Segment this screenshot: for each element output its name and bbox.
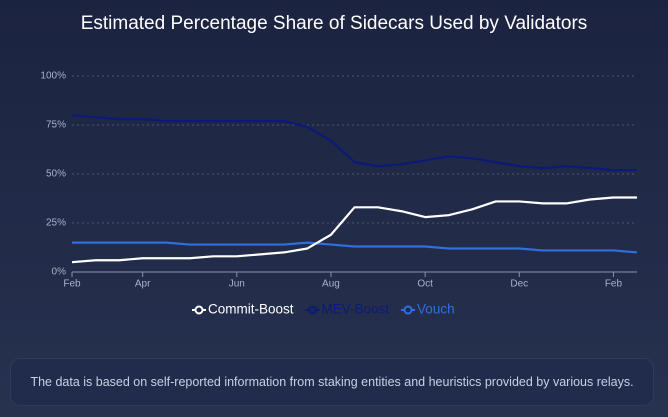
legend-icon-dot xyxy=(308,305,318,315)
x-tick-label: Aug xyxy=(322,279,340,290)
y-tick-label: 100% xyxy=(40,71,66,82)
y-tick-label: 0% xyxy=(52,267,67,278)
y-tick-label: 50% xyxy=(46,169,66,180)
series-line xyxy=(72,241,638,254)
legend-label: MEV-Boost xyxy=(322,302,390,317)
x-tick-label: Feb xyxy=(63,279,81,290)
series-line xyxy=(71,114,637,172)
chart: Estimated Percentage Share of Sidecars U… xyxy=(40,13,638,317)
legend-icon-dot xyxy=(403,305,413,315)
footnote: The data is based on self-reported infor… xyxy=(10,358,654,406)
y-tick-label: 25% xyxy=(46,218,66,229)
legend-label: Vouch xyxy=(417,302,455,317)
x-tick-label: Apr xyxy=(135,279,151,290)
chart-title: Estimated Percentage Share of Sidecars U… xyxy=(81,13,588,34)
x-tick-label: Dec xyxy=(510,279,528,290)
x-tick-label: Feb xyxy=(605,279,623,290)
x-tick-label: Jun xyxy=(229,279,245,290)
y-tick-label: 75% xyxy=(46,120,66,131)
legend-label: Commit-Boost xyxy=(208,302,294,317)
x-tick-label: Oct xyxy=(417,279,433,290)
series-line xyxy=(71,196,637,264)
legend-icon-dot xyxy=(194,305,204,315)
